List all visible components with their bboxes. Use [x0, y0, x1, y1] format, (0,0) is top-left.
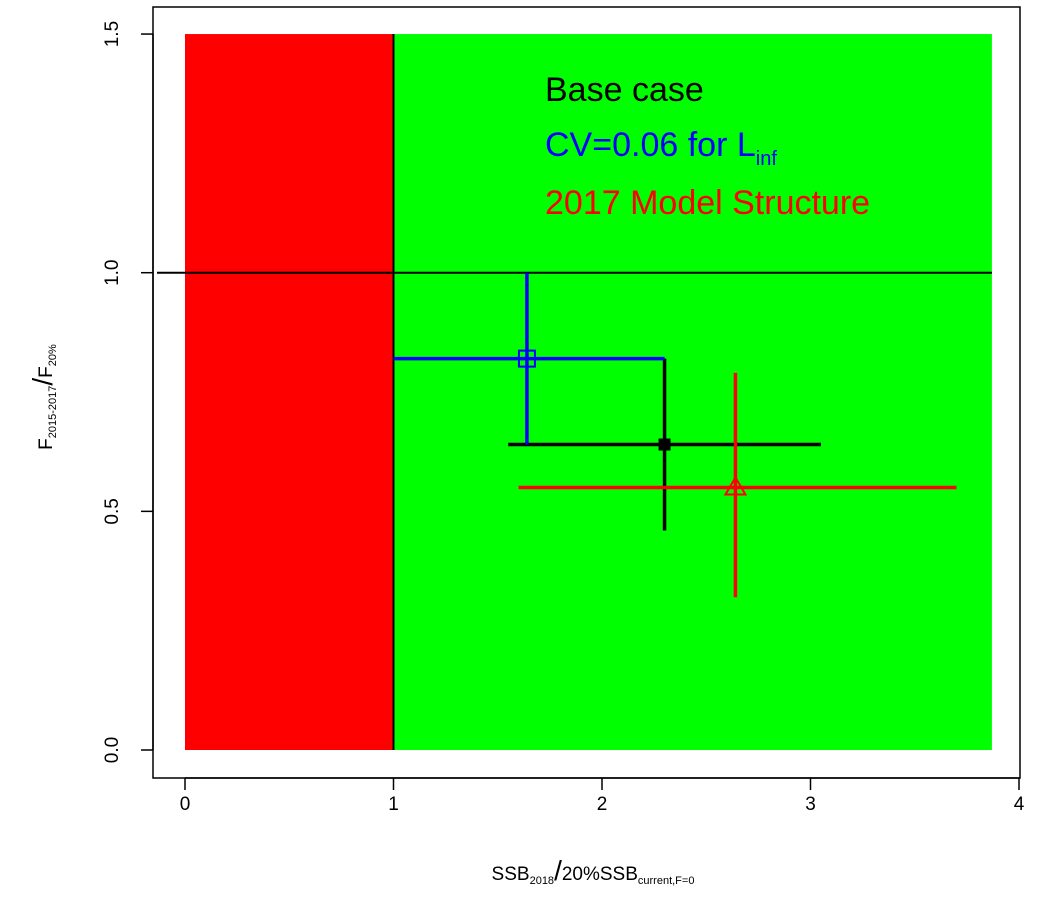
legend-cv-main: CV=0.06 for L [545, 126, 756, 164]
series-2 [518, 372, 957, 598]
x-tick-label-2: 2 [597, 794, 608, 815]
x-tick-label-0: 0 [180, 794, 191, 815]
y-axis: 0.0 0.5 1.0 1.5 [102, 21, 154, 763]
y-tick-label-1: 0.5 [102, 498, 123, 524]
x-title-slash: / [554, 855, 562, 886]
y-tick-label-3: 1.5 [102, 21, 123, 47]
x-axis: 0 1 2 3 4 [180, 777, 1025, 815]
legend-cv-sub: inf [756, 148, 778, 170]
series-0-point [658, 438, 671, 451]
x-tick-label-3: 3 [805, 794, 816, 815]
series-2-point [723, 475, 748, 496]
x-title-sub1: 2018 [530, 875, 554, 887]
y-axis-title: F2015-2017/F20% [27, 344, 59, 450]
x-title-sub2: current,F=0 [638, 875, 695, 887]
x-title-mid: 20%SSB [562, 864, 638, 885]
y-title-main2: F [36, 366, 57, 378]
y-title-main1: F [36, 438, 57, 450]
green-zone [393, 34, 992, 751]
legend-entry-2017-model: 2017 Model Structure [545, 184, 870, 222]
y-title-sub1: 2015-2017 [47, 386, 59, 439]
x-tick-label-1: 1 [388, 794, 399, 815]
legend-entry-cv: CV=0.06 for Linf [545, 126, 777, 170]
legend: Base case CV=0.06 for Linf 2017 Model St… [545, 71, 870, 222]
zone-backgrounds [185, 34, 992, 751]
legend-entry-base-case: Base case [545, 71, 704, 109]
series-1 [393, 272, 665, 445]
series-0 [508, 358, 821, 531]
y-title-slash: / [27, 378, 58, 386]
red-zone [185, 34, 394, 751]
series-1-point [517, 349, 536, 368]
series-group [393, 272, 957, 598]
x-tick-label-4: 4 [1014, 794, 1025, 815]
x-title-main: SSB [492, 864, 530, 885]
y-tick-label-2: 1.0 [102, 259, 123, 285]
x-axis-title: SSB2018/20%SSBcurrent,F=0 [492, 855, 695, 887]
reference-lines [157, 34, 992, 750]
y-tick-label-0: 0.0 [102, 737, 123, 763]
y-title-sub2: 20% [47, 344, 59, 366]
